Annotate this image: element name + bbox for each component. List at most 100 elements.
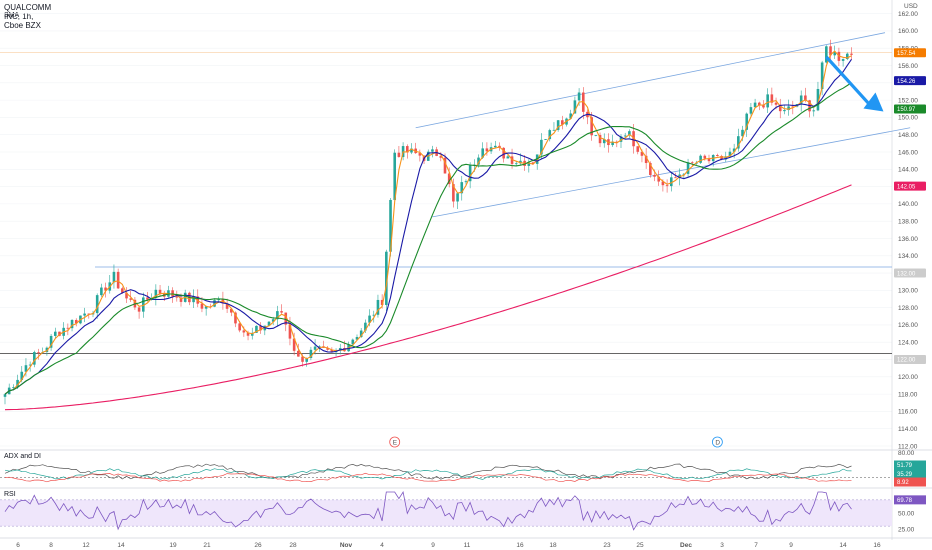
- candle-body-61: [259, 325, 262, 331]
- candle-body-89: [376, 299, 380, 315]
- candle-body-6: [28, 364, 32, 366]
- candle-190: [799, 90, 803, 112]
- candle-body-173: [728, 151, 732, 157]
- rsi-line: [4, 490, 852, 531]
- currency-label: USD: [904, 3, 918, 10]
- candle-body-108: [456, 193, 459, 202]
- candle-body-195: [820, 62, 824, 89]
- candle-133: [561, 115, 564, 130]
- candle-186: [783, 104, 786, 115]
- price-tag-label-2: 150.97: [897, 107, 916, 113]
- candle-body-78: [330, 349, 334, 353]
- candle-body-71: [301, 356, 304, 362]
- candle-body-155: [653, 174, 656, 177]
- candle-24: [104, 282, 107, 298]
- time-tick-17: 3: [720, 542, 724, 549]
- candle-61: [259, 322, 262, 334]
- time-tick-14: 23: [603, 542, 611, 549]
- candle-body-92: [389, 199, 392, 252]
- candle-body-87: [368, 315, 371, 323]
- candle-body-178: [749, 107, 753, 114]
- symbol-title[interactable]: QUALCOMM INC, 1h, Cboe BZX: [4, 3, 52, 30]
- price-tick-8: 146.00: [898, 149, 918, 156]
- price-tick-24: 114.00: [898, 426, 918, 433]
- price-tag-label-5: 122.00: [897, 358, 916, 364]
- time-axis[interactable]: 6 8 12 14 19 21 26 28 Nov 4 9 11 16 18 23 25 Dec 3 7 9 14 16: [16, 542, 881, 549]
- price-tick-23: 116.00: [898, 409, 918, 416]
- candle-body-2: [12, 387, 15, 389]
- candle-79: [334, 348, 338, 357]
- sma-mid-line: [4, 58, 852, 395]
- candle-body-143: [602, 139, 606, 144]
- candle-body-202: [850, 53, 853, 55]
- candle-103: [435, 146, 438, 157]
- candle-body-167: [703, 155, 707, 159]
- candle-25: [108, 275, 112, 294]
- candle-body-146: [615, 141, 619, 143]
- price-tag-3: 142.05: [894, 181, 926, 191]
- candle-182: [766, 88, 769, 113]
- candle-129: [544, 139, 547, 140]
- price-tag-label-4: 132.00: [897, 271, 916, 277]
- price-tick-18: 126.00: [898, 322, 918, 329]
- candle-body-137: [577, 92, 581, 101]
- candle-120: [506, 154, 510, 159]
- candle-39: [167, 285, 170, 298]
- candle-body-10: [45, 347, 49, 352]
- candle-body-33: [141, 297, 145, 312]
- candle-body-129: [544, 139, 547, 140]
- price-tick-22: 118.00: [898, 391, 918, 398]
- time-tick-11: 11: [464, 542, 471, 549]
- arrow-shaft: [825, 55, 871, 106]
- candle-140: [590, 112, 593, 141]
- candle-2: [12, 384, 15, 390]
- candle-1: [7, 383, 11, 395]
- candle-89: [376, 294, 380, 318]
- event-marker-0[interactable]: E: [389, 436, 401, 448]
- price-tick-1: 160.00: [898, 28, 918, 35]
- candle-body-86: [364, 322, 367, 331]
- candle-body-109: [460, 182, 464, 194]
- price-tag-label-1: 154.26: [897, 79, 916, 85]
- candle-body-55: [234, 312, 237, 324]
- candle-body-3: [16, 379, 19, 388]
- event-marker-1[interactable]: D: [711, 436, 723, 448]
- candle-body-85: [359, 330, 363, 338]
- candle-body-177: [745, 113, 749, 130]
- candle-body-181: [762, 105, 765, 108]
- price-tag-4: 132.00: [894, 268, 926, 278]
- candle-body-90: [380, 299, 384, 305]
- rsi-tag-box: [894, 495, 926, 505]
- candle-body-47: [200, 303, 204, 309]
- candle-48: [204, 305, 208, 316]
- candle-50: [213, 298, 216, 308]
- candle-7: [33, 350, 36, 368]
- candle-36: [154, 284, 158, 306]
- indicator-label[interactable]: SMA: [4, 12, 20, 19]
- candle-body-145: [611, 141, 614, 146]
- time-tick-1: 8: [49, 542, 53, 549]
- candle-body-126: [531, 162, 535, 164]
- candle-93: [393, 149, 397, 204]
- rsi-pane-title[interactable]: RSI: [4, 491, 16, 498]
- candle-body-172: [724, 156, 728, 160]
- time-tick-2: 12: [82, 542, 90, 549]
- candle-153: [644, 148, 648, 169]
- candle-108: [456, 192, 459, 210]
- adx-pane-title[interactable]: ADX and DI: [4, 453, 41, 460]
- price-tick-21: 120.00: [898, 374, 918, 381]
- candle-body-110: [464, 181, 468, 183]
- candle-194: [816, 81, 820, 112]
- candle-body-166: [699, 155, 702, 163]
- price-tick-7: 148.00: [898, 132, 918, 139]
- candle-94: [397, 145, 401, 158]
- candle-167: [703, 154, 707, 161]
- candle-17: [74, 318, 78, 327]
- candle-body-164: [690, 162, 694, 164]
- price-tick-25: 112.00: [898, 443, 918, 450]
- candle-163: [686, 158, 690, 177]
- candle-body-68: [288, 324, 292, 339]
- candle-body-84: [355, 337, 359, 340]
